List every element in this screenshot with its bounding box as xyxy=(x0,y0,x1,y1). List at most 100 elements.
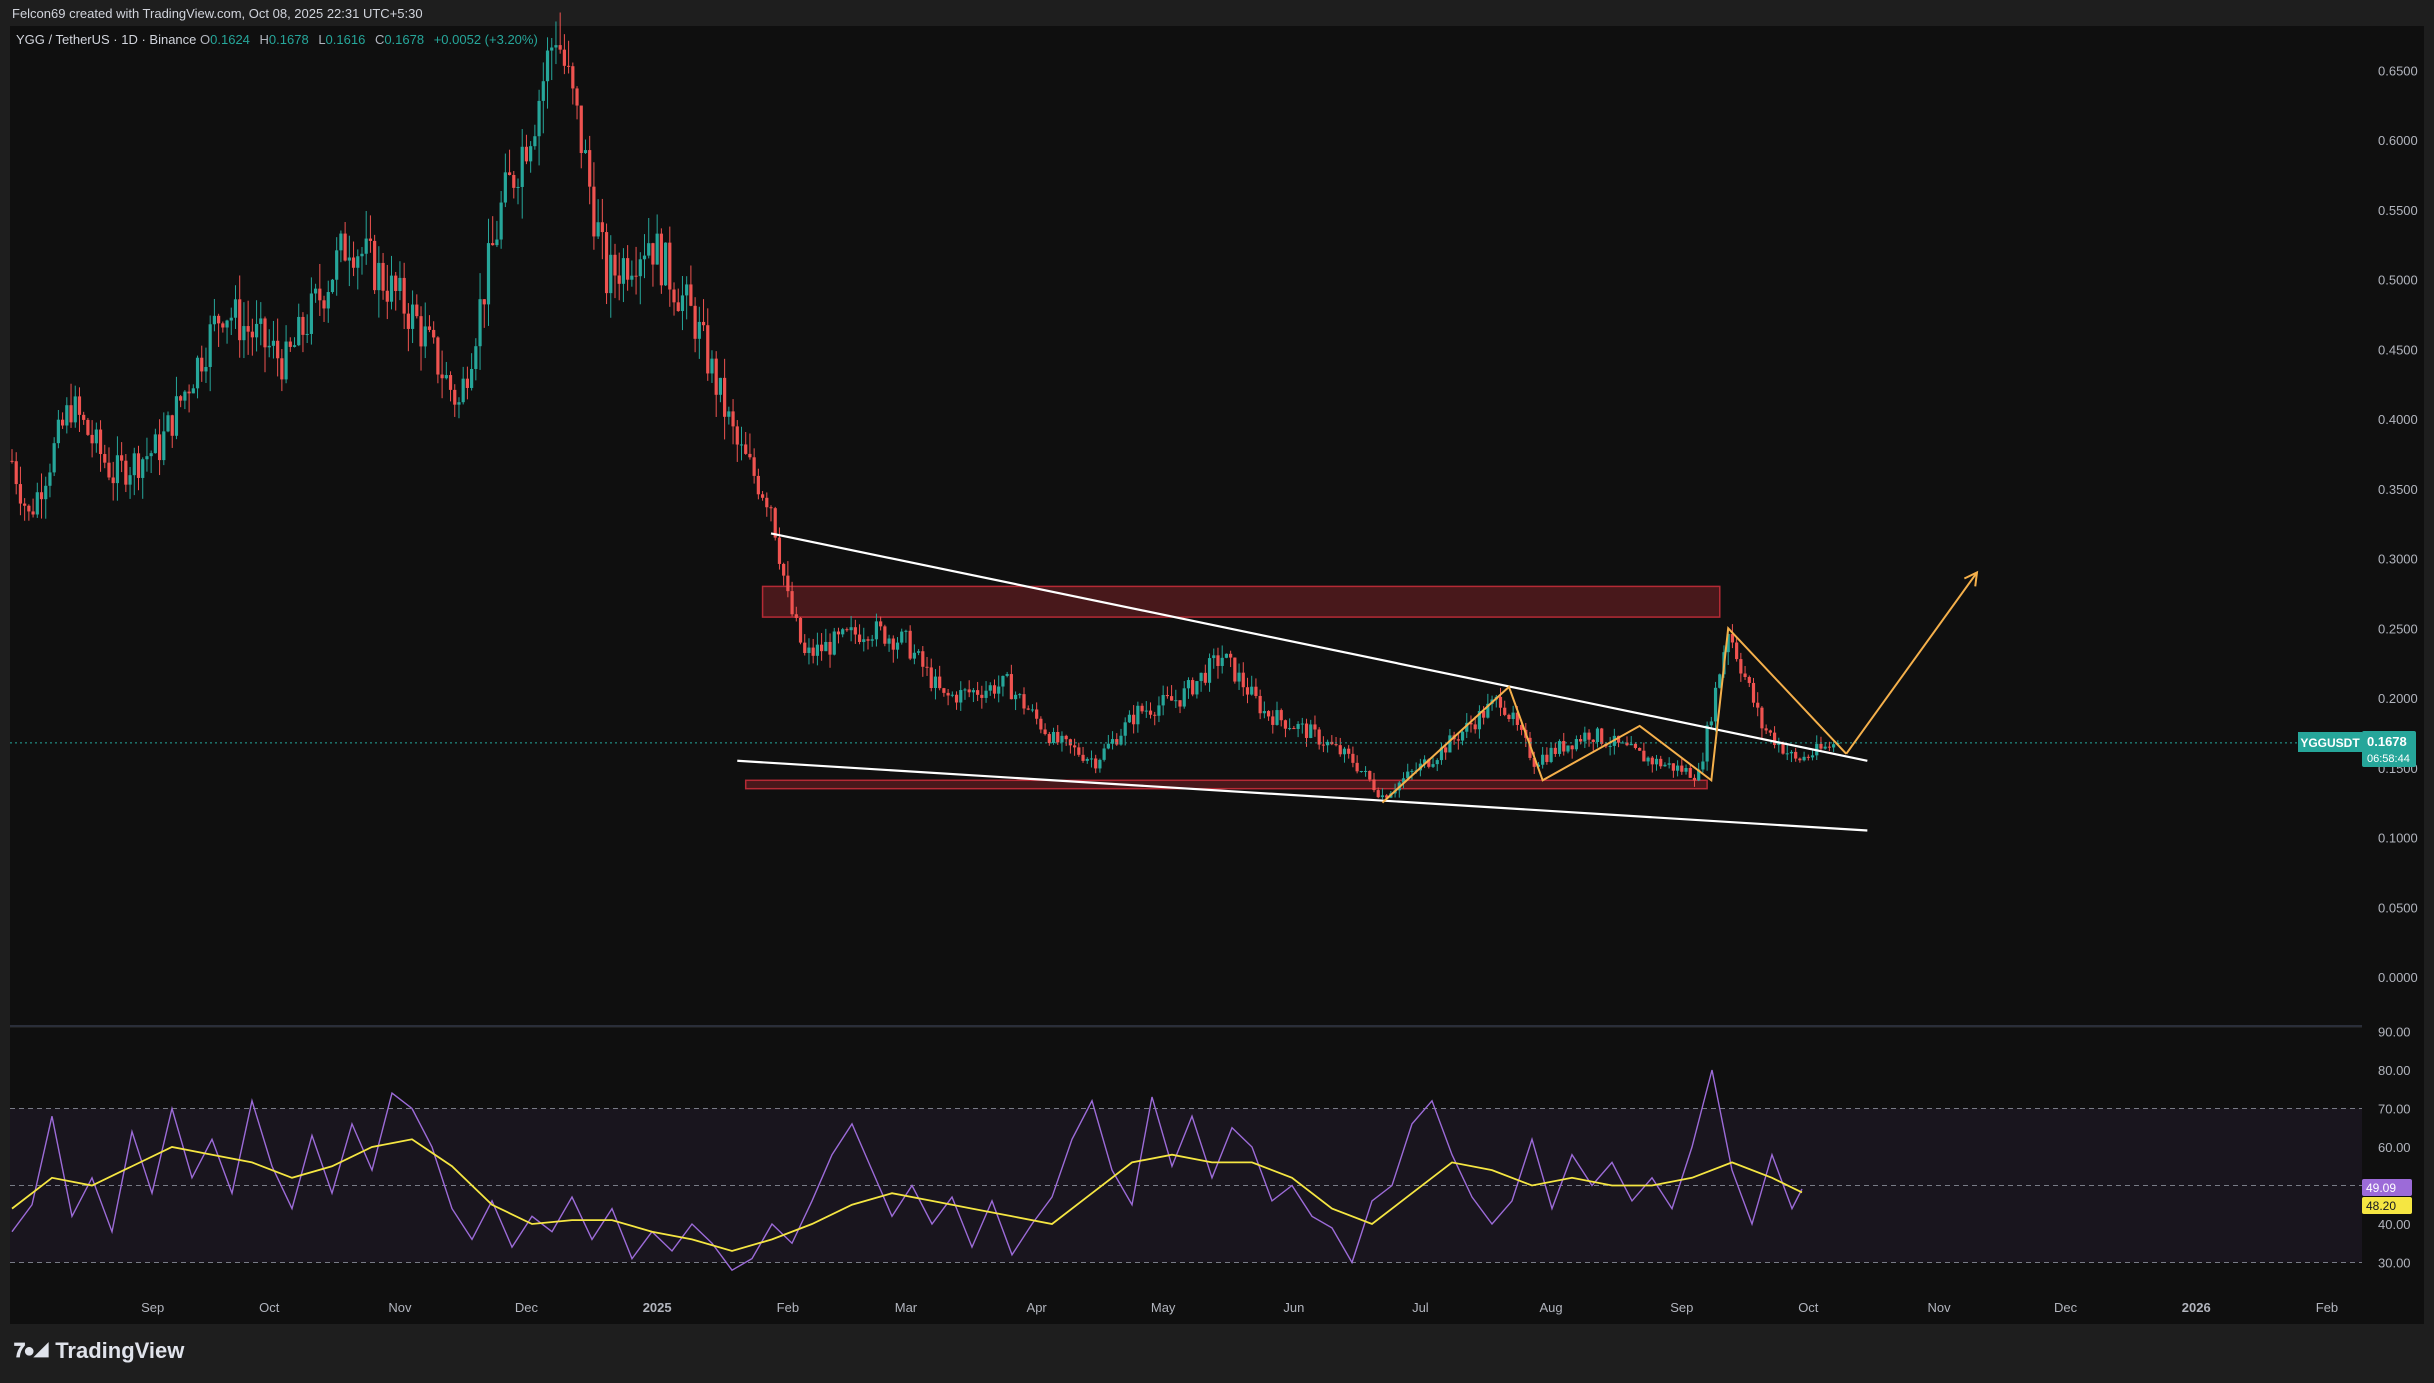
candle-body xyxy=(1777,742,1781,745)
time-tick-label: Feb xyxy=(777,1300,799,1315)
candle-body xyxy=(1288,728,1292,730)
time-tick-label: Nov xyxy=(388,1300,412,1315)
candle-body xyxy=(1595,728,1600,743)
candle-body xyxy=(1077,747,1081,755)
candle-body xyxy=(1018,694,1022,696)
candle-body xyxy=(415,304,419,317)
candle-body xyxy=(73,396,77,423)
candle-body xyxy=(507,172,512,175)
candle-body xyxy=(1359,771,1363,773)
price-axis[interactable]: 0.6500 0.6000 0.5500 0.5000 0.4500 0.4000 0.35… xyxy=(2378,63,2418,985)
candle-body xyxy=(1460,731,1465,741)
creator-text: Felcon69 created with TradingView.com, O… xyxy=(12,6,423,21)
price-tick-label: 0.2000 xyxy=(2378,691,2418,706)
rsi-tick-label: 40.00 xyxy=(2378,1217,2411,1232)
candle-body xyxy=(613,254,617,276)
lower-trendline xyxy=(737,759,1868,832)
price-tick-label: 0.6000 xyxy=(2378,133,2418,148)
candle-body xyxy=(1161,695,1165,706)
symbol-legend[interactable]: YGG / TetherUS · 1D · Binance O0.1624 H0… xyxy=(16,32,544,47)
candle-body xyxy=(1326,741,1330,746)
candle-body xyxy=(470,368,474,388)
time-tick-label: Feb xyxy=(2316,1300,2338,1315)
candle-body xyxy=(1697,769,1701,781)
candle-body xyxy=(157,434,162,461)
time-axis[interactable]: Sep Oct Nov Dec 2025 Feb Mar Apr May Jun Jul Aug Sep… xyxy=(141,1300,2338,1315)
candle-body xyxy=(1633,743,1638,748)
candle-body xyxy=(879,621,883,627)
candle-body xyxy=(655,233,659,265)
symbol-title[interactable]: YGG / TetherUS · 1D · Binance xyxy=(16,32,197,47)
candle-body xyxy=(1587,732,1591,740)
candle-body xyxy=(1541,754,1545,765)
projection-arrow-head xyxy=(1963,570,1979,587)
support-zone xyxy=(744,779,1708,790)
candle-body xyxy=(259,318,263,324)
candle-body xyxy=(1532,757,1536,767)
candle-body xyxy=(1456,739,1460,741)
candle-body xyxy=(630,275,634,280)
candle-body xyxy=(1039,718,1043,730)
candle-body xyxy=(82,414,86,420)
candle-body xyxy=(672,289,676,303)
candle-body xyxy=(997,686,1001,694)
candle-body xyxy=(794,614,798,618)
open-value: 0.1624 xyxy=(210,32,250,47)
candle-body xyxy=(916,651,921,653)
candle-body xyxy=(491,243,495,246)
candle-body xyxy=(436,337,440,375)
candle-body xyxy=(537,100,541,137)
candle-body xyxy=(815,644,819,656)
candle-body xyxy=(1060,735,1064,743)
candle-body xyxy=(1764,728,1768,731)
tradingview-brand[interactable]: 𝟕●◢ TradingView xyxy=(14,1338,184,1364)
candle-body xyxy=(1115,739,1119,745)
candle-body xyxy=(1199,672,1203,682)
time-tick-label: Jul xyxy=(1412,1300,1429,1315)
candle-body xyxy=(1347,748,1351,754)
candle-body xyxy=(1174,700,1178,702)
candle-body xyxy=(1056,731,1060,743)
candle-body xyxy=(1258,695,1262,714)
candle-body xyxy=(1735,642,1739,660)
candle-body xyxy=(1730,633,1735,643)
candle-body xyxy=(718,377,723,395)
candle-body xyxy=(1583,732,1587,742)
candle-body xyxy=(132,453,136,476)
candle-body xyxy=(23,503,27,506)
candle-body xyxy=(183,391,187,401)
candle-body xyxy=(1718,674,1722,688)
candle-body xyxy=(1224,653,1229,658)
candle-body xyxy=(153,434,157,454)
candle-body xyxy=(1085,758,1089,761)
candle-body xyxy=(621,258,626,284)
candle-body xyxy=(1220,657,1224,666)
last-price-badge: YGGUSDT 0.1678 06:58:44 xyxy=(2298,731,2416,767)
candle-body xyxy=(368,238,373,241)
candle-body xyxy=(1182,688,1186,707)
candle-body xyxy=(980,694,984,698)
candle-body xyxy=(69,405,73,423)
candle-body xyxy=(777,537,782,564)
candle-body xyxy=(963,689,967,691)
rsi-tick-label: 60.00 xyxy=(2378,1140,2411,1155)
candle-body xyxy=(1300,723,1304,725)
time-tick-label: Jun xyxy=(1283,1300,1304,1315)
candle-body xyxy=(1562,741,1566,752)
candle-body xyxy=(891,638,895,650)
pattern-path xyxy=(1381,625,1847,804)
candle-body xyxy=(600,222,604,233)
candle-body xyxy=(971,690,976,693)
candle-body xyxy=(541,81,545,101)
candle-body xyxy=(642,255,647,260)
candle-body xyxy=(360,253,364,257)
candle-body xyxy=(739,444,744,446)
candle-body xyxy=(115,455,120,484)
candle-body xyxy=(124,460,128,485)
candle-body xyxy=(1321,744,1325,746)
candle-body xyxy=(170,415,174,436)
candle-body xyxy=(668,242,672,290)
candle-body xyxy=(845,629,849,631)
candle-body xyxy=(904,630,908,632)
